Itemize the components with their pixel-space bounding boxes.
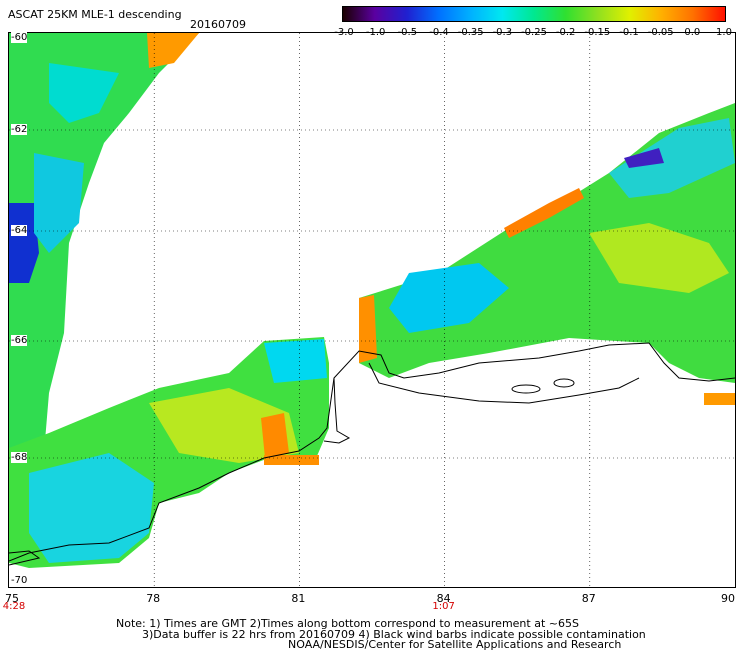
swath-northwest-blue [9,203,39,283]
latitude-label: -70 [11,575,28,586]
swath-northwest-cyan [49,63,119,123]
footnote-line-1: Note: 1) Times are GMT 2)Times along bot… [116,617,579,630]
coastline-ice-shelf [323,362,640,444]
swath-central-cyan [29,453,154,563]
data-swaths [9,33,735,568]
swath-east-yellow [589,223,729,293]
map-panel: -60 -62 -64 -66 -68 -70 [8,32,736,588]
swath-central-yellow [149,388,299,463]
swath-east-orange-left [359,295,377,363]
swath-east-orange-right [704,393,735,405]
longitude-label: 78 [146,592,161,605]
island-2 [553,378,575,388]
swath-central-orange-bottom [264,455,319,465]
longitude-label: 84 [436,592,451,605]
pass-time-label: 1:07 [432,601,455,612]
swath-east-cyan [389,263,509,333]
product-date: 20160709 [190,18,246,31]
footnote-line-2: 3)Data buffer is 22 hrs from 20160709 4)… [142,628,646,641]
longitude-label: 90 [721,592,735,605]
product-title: ASCAT 25KM MLE-1 descending [8,8,182,21]
swath-northwest-cyan2 [34,153,84,253]
latitude-label: -64 [11,225,28,236]
longitude-label: 87 [581,592,596,605]
latitude-label: -68 [11,452,28,463]
latitude-label: -66 [11,335,28,346]
latitude-label: -62 [11,124,28,135]
longitude-label: 75 [5,592,19,605]
swath-central-orange [261,413,289,458]
coastline [8,342,736,566]
colorbar [342,6,726,22]
map-canvas [8,33,736,587]
latitude-label: -60 [11,32,28,43]
swath-east-orange-top [504,188,584,238]
pass-time-label: 4:28 [2,601,26,612]
footnote-line-3: NOAA/NESDIS/Center for Satellite Applica… [288,638,622,651]
coastline-main [8,342,736,562]
swath-east-cyan-top [609,118,735,198]
longitude-label: 81 [291,592,306,605]
swath-northwest-orange [147,33,199,68]
graticule [9,33,735,587]
swath-central-cyan-top [264,339,327,383]
coastline-bay [8,550,41,566]
island-1 [511,384,541,394]
swath-east-purple [624,148,664,168]
